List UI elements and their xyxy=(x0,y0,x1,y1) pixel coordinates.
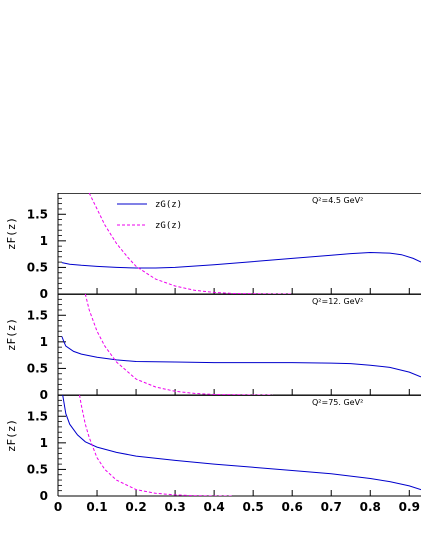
y-axis-label: zF(z) xyxy=(5,318,18,351)
legend-label: zG(z) xyxy=(155,200,182,210)
dashed-curve xyxy=(84,294,273,395)
solid-curve xyxy=(61,251,421,269)
y-tick-label: 0.5 xyxy=(27,361,48,375)
solid-curve xyxy=(61,336,421,378)
y-tick-label: 0 xyxy=(40,388,48,402)
x-tick-label: 0.9 xyxy=(399,500,420,514)
y-tick-label: 1 xyxy=(40,335,48,349)
y-tick-label: 1.5 xyxy=(27,409,48,423)
y-tick-label: 0.5 xyxy=(27,462,48,476)
x-tick-label: 0.4 xyxy=(203,500,224,514)
y-tick-label: 1 xyxy=(40,234,48,248)
x-axis: 0 0.1 0.2 0.3 0.4 0.5 0.6 0.7 0.8 0.9 xyxy=(54,500,420,514)
q2-annotation: Q²=12. GeV² xyxy=(312,297,363,306)
y-tick-label: 1 xyxy=(40,436,48,450)
x-tick-label: 0.5 xyxy=(243,500,264,514)
panel-3: 0 0.5 1 1.5 zF(z) Q²=75. GeV² xyxy=(5,395,421,503)
panel-1: 0 0.5 1 1.5 zF(z) Q²=4.5 GeV² xyxy=(5,193,421,301)
x-tick-label: 0 xyxy=(54,500,62,514)
legend-label: zG(z) xyxy=(155,221,182,231)
legend: zG(z) zG(z) xyxy=(117,200,182,231)
x-tick-label: 0.8 xyxy=(360,500,381,514)
y-tick-label: 1.5 xyxy=(27,207,48,221)
x-tick-label: 0.3 xyxy=(164,500,185,514)
dashed-curve xyxy=(79,395,234,496)
x-tick-label: 0.2 xyxy=(125,500,146,514)
y-tick-label: 1.5 xyxy=(27,308,48,322)
y-tick-label: 0 xyxy=(40,287,48,301)
x-tick-label: 0.1 xyxy=(86,500,107,514)
y-axis-label: zF(z) xyxy=(5,419,18,452)
chart-panels: 0 0.5 1 1.5 zF(z) Q²=4.5 GeV² 0 0.5 1 1.5 zF(z) Q²=… xyxy=(5,193,421,503)
x-tick-label: 0.7 xyxy=(321,500,342,514)
q2-annotation: Q²=4.5 GeV² xyxy=(312,196,363,205)
x-tick-label: 0.6 xyxy=(282,500,303,514)
solid-curve xyxy=(62,395,421,491)
panel-2: 0 0.5 1 1.5 zF(z) Q²=12. GeV² xyxy=(5,294,421,402)
y-axis-label: zF(z) xyxy=(5,217,18,250)
y-tick-label: 0 xyxy=(40,489,48,503)
y-tick-label: 0.5 xyxy=(27,260,48,274)
dashed-curve xyxy=(88,193,293,294)
q2-annotation: Q²=75. GeV² xyxy=(312,398,363,407)
